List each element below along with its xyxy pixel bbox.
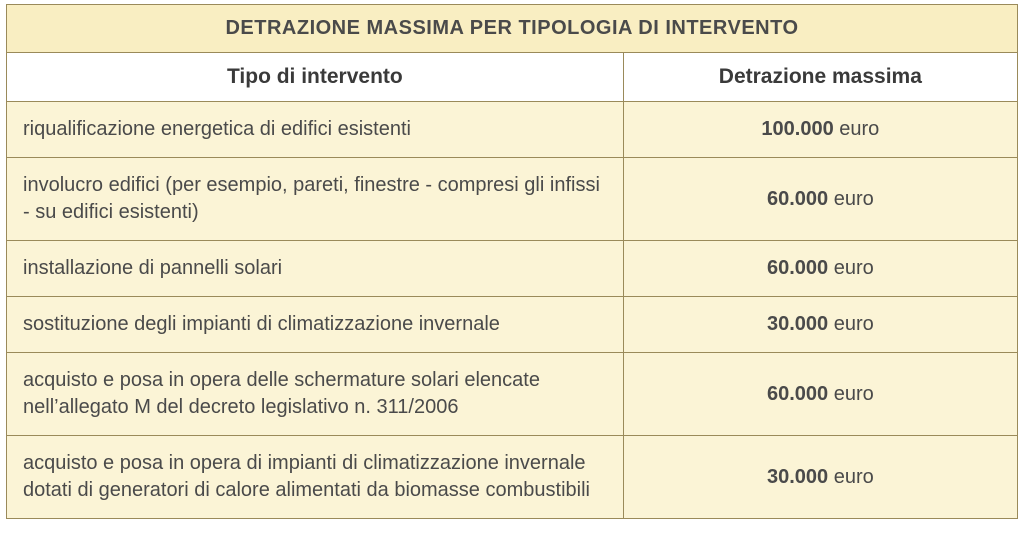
table-row: sostituzione degli impianti di climatizz… [7,297,1018,353]
amount-value: 60.000 [767,188,828,210]
amount-cell: 60.000 euro [623,353,1017,436]
table-row: acquisto e posa in opera delle schermatu… [7,353,1018,436]
type-cell: sostituzione degli impianti di climatizz… [7,297,624,353]
table-row: acquisto e posa in opera di impianti di … [7,436,1018,519]
table-container: DETRAZIONE MASSIMA PER TIPOLOGIA DI INTE… [0,0,1024,535]
amount-value: 60.000 [767,383,828,405]
type-cell: riqualificazione energetica di edifici e… [7,102,624,158]
table-title: DETRAZIONE MASSIMA PER TIPOLOGIA DI INTE… [7,5,1018,53]
amount-cell: 60.000 euro [623,241,1017,297]
amount-value: 30.000 [767,313,828,335]
type-cell: acquisto e posa in opera di impianti di … [7,436,624,519]
header-row: Tipo di intervento Detrazione massima [7,53,1018,102]
amount-unit: euro [834,466,874,488]
amount-cell: 60.000 euro [623,158,1017,241]
table-row: installazione di pannelli solari 60.000 … [7,241,1018,297]
amount-value: 60.000 [767,257,828,279]
title-row: DETRAZIONE MASSIMA PER TIPOLOGIA DI INTE… [7,5,1018,53]
amount-unit: euro [834,188,874,210]
type-cell: installazione di pannelli solari [7,241,624,297]
amount-unit: euro [834,383,874,405]
amount-unit: euro [834,313,874,335]
amount-cell: 30.000 euro [623,436,1017,519]
amount-cell: 100.000 euro [623,102,1017,158]
table-row: riqualificazione energetica di edifici e… [7,102,1018,158]
amount-unit: euro [834,257,874,279]
amount-unit: euro [839,118,879,140]
table-row: involucro edifici (per esempio, pareti, … [7,158,1018,241]
type-cell: involucro edifici (per esempio, pareti, … [7,158,624,241]
table-body: riqualificazione energetica di edifici e… [7,102,1018,519]
col-header-amount: Detrazione massima [623,53,1017,102]
amount-value: 100.000 [761,118,833,140]
col-header-type: Tipo di intervento [7,53,624,102]
deductions-table: DETRAZIONE MASSIMA PER TIPOLOGIA DI INTE… [6,4,1018,519]
amount-value: 30.000 [767,466,828,488]
type-cell: acquisto e posa in opera delle schermatu… [7,353,624,436]
amount-cell: 30.000 euro [623,297,1017,353]
